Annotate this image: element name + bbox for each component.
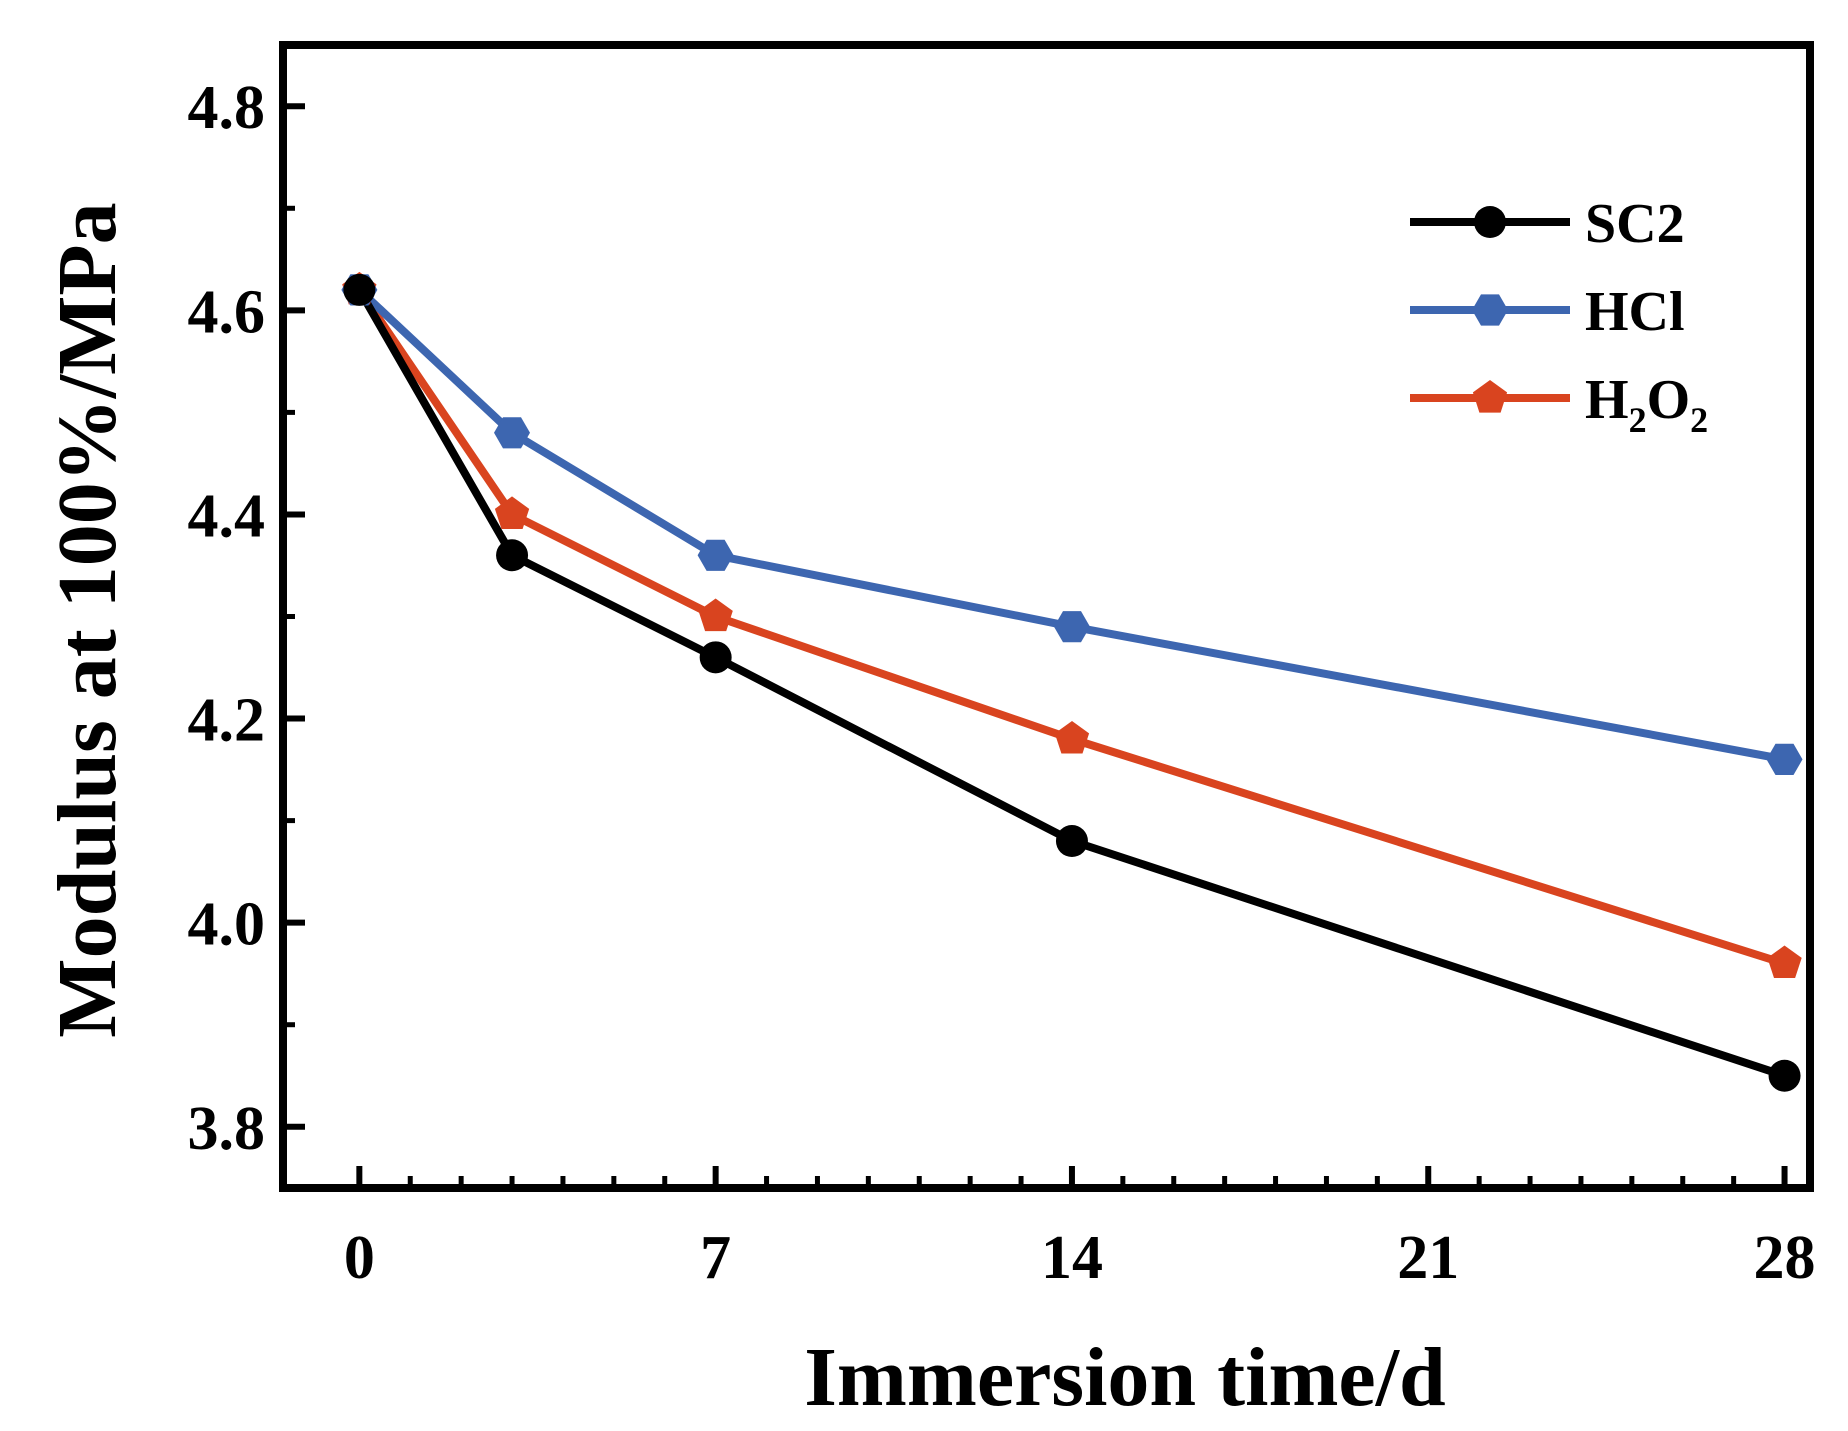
x-tick-label: 7	[700, 1224, 731, 1292]
legend-label-hcl: HCl	[1585, 281, 1685, 343]
y-tick-label: 4.6	[188, 278, 266, 346]
data-point-sc2	[496, 539, 529, 572]
tick-labels: 0 7 14 21 28 3.8 4.0 4.2 4.4 4.6 4.8	[188, 74, 1816, 1292]
series-line-sc2	[355, 287, 1786, 1080]
legend: SC2 HCl H2O2	[1410, 193, 1708, 440]
legend-marker-shape-h2o2	[1472, 380, 1508, 413]
data-point-hcl	[494, 417, 530, 449]
legend-marker-shape-sc2	[1474, 206, 1506, 238]
data-point-h2o2	[698, 598, 733, 632]
legend-label-h2o2-sub2: 2	[1690, 400, 1708, 440]
y-axis-title: Modulus at 100%/MPa	[41, 202, 134, 1037]
x-axis-title: Immersion time/d	[804, 1331, 1446, 1424]
x-tick-label: 0	[344, 1224, 375, 1292]
x-tick-label: 14	[1041, 1224, 1103, 1292]
series-markers	[341, 271, 1803, 1092]
x-tick-label: 21	[1397, 1224, 1459, 1292]
legend-marker-h2o2	[1472, 380, 1508, 413]
y-tick-label: 4.4	[188, 482, 266, 550]
legend-marker-hcl	[1472, 294, 1508, 326]
series-line-hcl	[356, 286, 1786, 764]
series-lines	[355, 286, 1786, 1080]
legend-entry-hcl: HCl	[1410, 281, 1685, 343]
plot-frame	[279, 41, 1814, 1192]
data-point-hcl	[1054, 611, 1090, 643]
y-tick-label: 3.8	[188, 1095, 266, 1163]
data-point-hcl	[1766, 743, 1803, 775]
y-tick-label: 4.8	[188, 74, 266, 142]
axis-ticks	[283, 103, 1788, 1188]
legend-label-h2o2: H2O2	[1585, 369, 1708, 440]
legend-entry-h2o2: H2O2	[1410, 369, 1708, 440]
legend-label-h2o2-sub1: 2	[1629, 400, 1647, 440]
data-point-sc2	[1768, 1059, 1801, 1092]
data-point-sc2	[1055, 825, 1088, 858]
legend-marker-sc2	[1474, 206, 1506, 238]
y-tick-label: 4.2	[188, 687, 266, 755]
data-point-sc2	[343, 273, 376, 306]
legend-label-h2o2-h: H	[1585, 369, 1629, 431]
data-point-h2o2	[1054, 721, 1090, 754]
data-point-hcl	[697, 539, 734, 571]
y-tick-label: 4.0	[188, 891, 266, 959]
legend-marker-shape-hcl	[1472, 294, 1508, 326]
x-tick-label: 28	[1754, 1224, 1816, 1292]
legend-label-h2o2-o: O	[1647, 369, 1691, 431]
data-point-h2o2	[1767, 945, 1802, 978]
data-point-h2o2	[494, 496, 530, 529]
legend-label-sc2: SC2	[1585, 193, 1685, 255]
data-point-sc2	[699, 641, 732, 674]
legend-entry-sc2: SC2	[1410, 193, 1685, 255]
